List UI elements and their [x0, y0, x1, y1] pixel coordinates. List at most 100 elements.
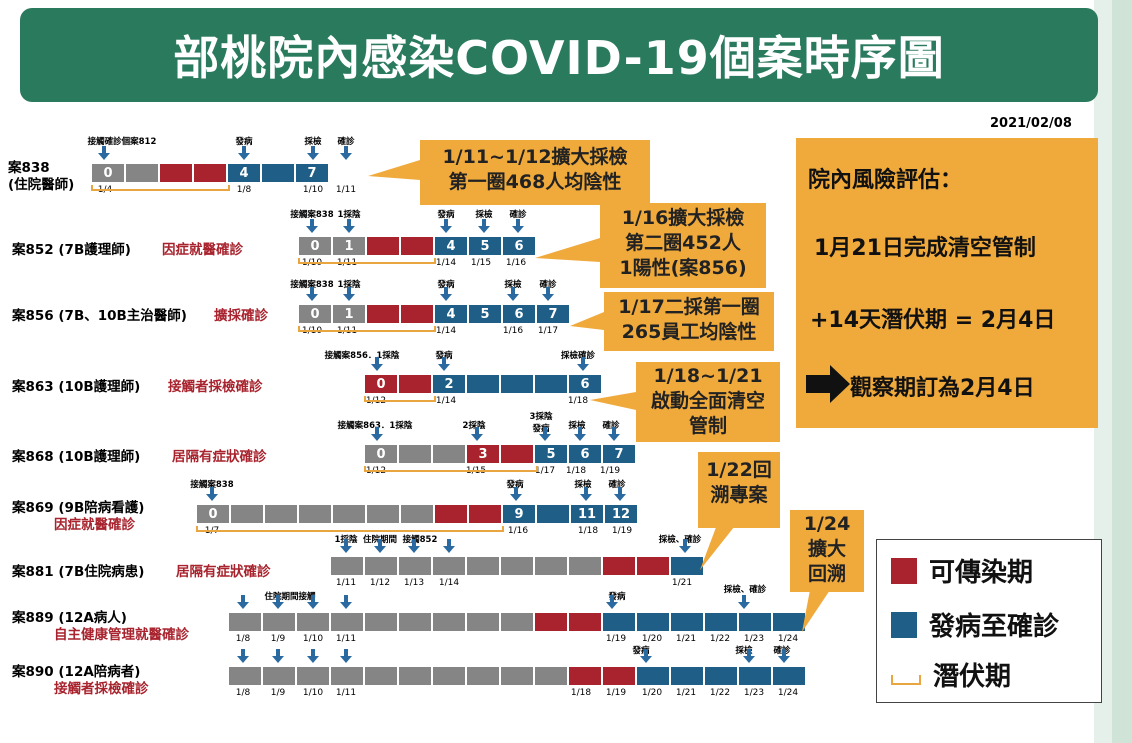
legend-contagious: 可傳染期 [891, 552, 1033, 589]
legend-label: 潛伏期 [933, 662, 1012, 692]
timeline-cell [262, 612, 296, 632]
date-label: 1/20 [641, 634, 663, 644]
down-arrow-icon [614, 487, 626, 501]
timeline-cell [432, 556, 466, 576]
report-date: 2021/02/08 [990, 116, 1072, 131]
timeline-cell [366, 304, 400, 324]
timeline-cell [602, 556, 636, 576]
date-label: 1/23 [743, 634, 765, 644]
timeline-cell [738, 612, 772, 632]
down-arrow-icon [307, 146, 319, 160]
timeline-cell [159, 163, 193, 183]
down-arrow-icon [640, 649, 652, 663]
timeline-cell [670, 556, 704, 576]
timeline-cell [466, 612, 500, 632]
timeline-cell [296, 612, 330, 632]
timeline-cell [330, 666, 364, 686]
incubation-bracket [298, 326, 436, 332]
timeline-cell [500, 374, 534, 394]
timeline-cell [500, 444, 534, 464]
date-label: 1/18 [570, 688, 592, 698]
date-label: 1/14 [435, 326, 457, 336]
date-label: 1/24 [777, 634, 799, 644]
timeline-cell [636, 666, 670, 686]
event-label: 採檢 [475, 210, 493, 220]
timeline-cell [670, 612, 704, 632]
legend: 可傳染期 發病至確診 潛伏期 [876, 539, 1102, 703]
down-arrow-icon [440, 219, 452, 233]
down-arrow-icon [580, 487, 592, 501]
case-label-856: 案856 (7B、10B主治醫師) [12, 304, 187, 324]
event-label: 3採陰 [529, 412, 553, 422]
timeline-cell: 3 [466, 444, 500, 464]
date-label: 1/10 [302, 185, 324, 195]
date-label: 1/9 [270, 634, 286, 644]
timeline-cell: 6 [568, 444, 602, 464]
timeline-cell: 6 [502, 236, 536, 256]
case-id: 案890 (12A陪病者) [12, 664, 141, 680]
event-label: 1採陰 [337, 280, 361, 290]
date-label: 1/11 [335, 578, 357, 588]
page-title: 部桃院內感染COVID-19個案時序圖 [20, 8, 1098, 102]
date-label: 1/14 [435, 396, 457, 406]
event-label: 接觸案863．1採陰 [337, 421, 413, 431]
risk-line-clearance: 1月21日完成清空管制 [814, 236, 1036, 261]
timeline-cell [568, 556, 602, 576]
case-reason-856: 擴採確診 [214, 308, 268, 324]
case-id: 案838 [8, 160, 50, 176]
date-label: 1/11 [335, 634, 357, 644]
timeline-cell: 6 [568, 374, 602, 394]
event-label: 住院期間接觸 [264, 592, 316, 602]
callout-text: 1/11~1/12擴大採檢 第一圈468人均陰性 [442, 146, 628, 193]
down-arrow-icon [608, 427, 620, 441]
case-role: (住院醫師) [8, 177, 75, 193]
incubation-bracket [364, 466, 538, 472]
timeline-cell [332, 504, 366, 524]
incubation-bracket [364, 396, 436, 402]
date-label: 1/18 [565, 466, 587, 476]
date-label: 1/19 [605, 688, 627, 698]
down-arrow-icon [340, 595, 352, 609]
date-label: 1/21 [671, 578, 693, 588]
case-reason: 接觸者採檢確診 [54, 681, 149, 697]
callout-second-test: 1/17二採第一圈 265員工均陰性 [604, 292, 774, 351]
event-label: 發病 [506, 480, 524, 490]
case-reason: 因症就醫確診 [54, 517, 135, 533]
down-arrow-icon [408, 539, 420, 553]
timeline-cell [534, 612, 568, 632]
down-arrow-icon [443, 539, 455, 553]
down-arrow-icon [98, 146, 110, 160]
case-id: 案868 (10B護理師) [12, 449, 141, 465]
down-arrow-icon [343, 219, 355, 233]
date-label: 1/16 [507, 526, 529, 536]
event-label: 發病 [235, 137, 253, 147]
legend-incubation: 潛伏期 [891, 656, 1011, 693]
down-arrow-icon [374, 539, 386, 553]
case-label-869: 案869 (9B陪病看護) 因症就醫確診 [12, 500, 144, 534]
callout-text: 1/18~1/21 啟動全面清空 管制 [650, 365, 765, 437]
timeline-cell [298, 504, 332, 524]
timeline-cell [125, 163, 159, 183]
timeline-cell [534, 556, 568, 576]
callout-text: 1/17二採第一圈 265員工均陰性 [618, 296, 760, 343]
down-arrow-icon [542, 287, 554, 301]
event-label: 接觸案838 [290, 280, 334, 290]
date-label: 1/16 [505, 258, 527, 268]
timeline-cell [534, 666, 568, 686]
timeline-cell [500, 556, 534, 576]
timeline-cell [366, 236, 400, 256]
down-arrow-icon [440, 287, 452, 301]
case-label-852: 案852 (7B護理師) [12, 238, 131, 258]
incubation-bracket [298, 258, 436, 264]
down-arrow-icon [371, 427, 383, 441]
timeline-cell [400, 504, 434, 524]
timeline-cell: 4 [434, 304, 468, 324]
timeline-cell: 5 [468, 304, 502, 324]
down-arrow-icon [738, 595, 750, 609]
timeline-cell [534, 374, 568, 394]
incubation-bracket [91, 185, 230, 191]
date-label: 1/17 [534, 466, 556, 476]
timeline-cell [568, 666, 602, 686]
timeline-cell [364, 666, 398, 686]
down-arrow-icon [272, 649, 284, 663]
